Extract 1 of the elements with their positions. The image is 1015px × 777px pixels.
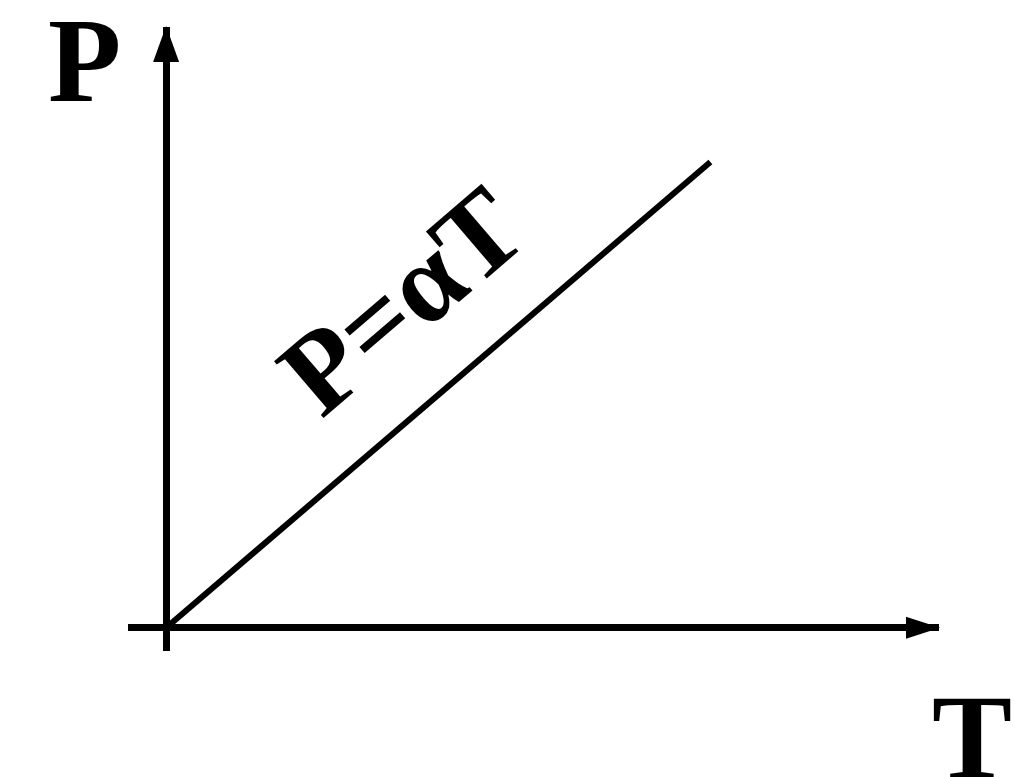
y-axis-title: P [48,0,122,127]
